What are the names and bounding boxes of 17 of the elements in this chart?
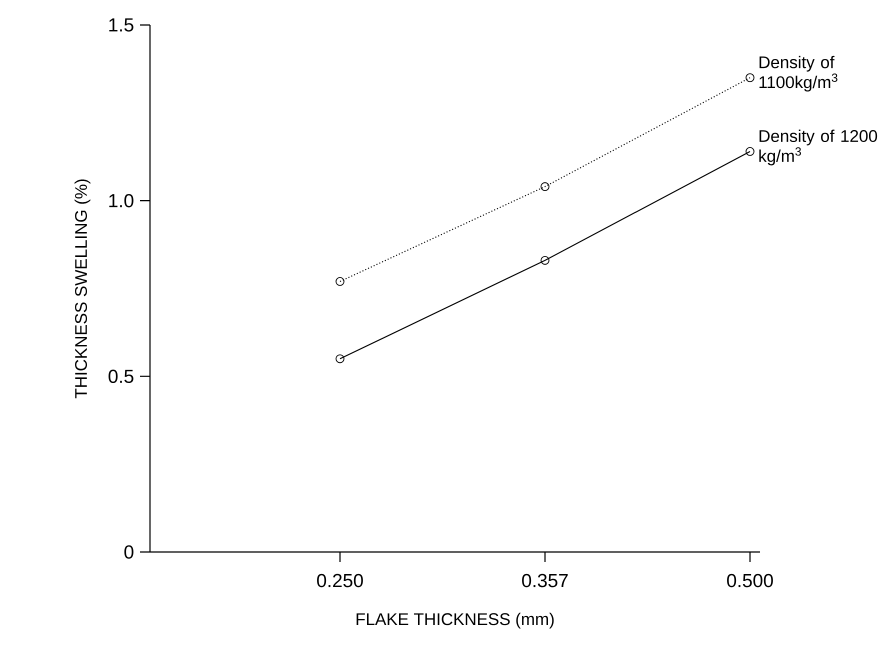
- x-tick-label: 0.357: [522, 574, 568, 588]
- series-label: Density of 1200 kg/m$^{3}$: [759, 130, 878, 166]
- y-axis-title: THICKNESS SWELLING (%): [74, 179, 90, 398]
- x-tick-label: 0.250: [317, 574, 363, 588]
- point: [540, 182, 550, 192]
- point: [540, 256, 550, 265]
- point: [336, 277, 344, 286]
- series-label: Density of 1100kg/m$^{3}$: [760, 56, 838, 92]
- point: [746, 147, 754, 156]
- point: [336, 354, 344, 364]
- x-axis-title: FLAKE THICKNESS (mm): [356, 612, 554, 629]
- x-tick-label: 0.500: [727, 574, 773, 588]
- y-tick-label: 0: [124, 545, 134, 559]
- point: [746, 73, 754, 82]
- y-tick-label: 1.5: [109, 18, 134, 32]
- y-tick-label: 0.5: [108, 370, 134, 384]
- y-tick-label: 1.0: [109, 194, 134, 208]
